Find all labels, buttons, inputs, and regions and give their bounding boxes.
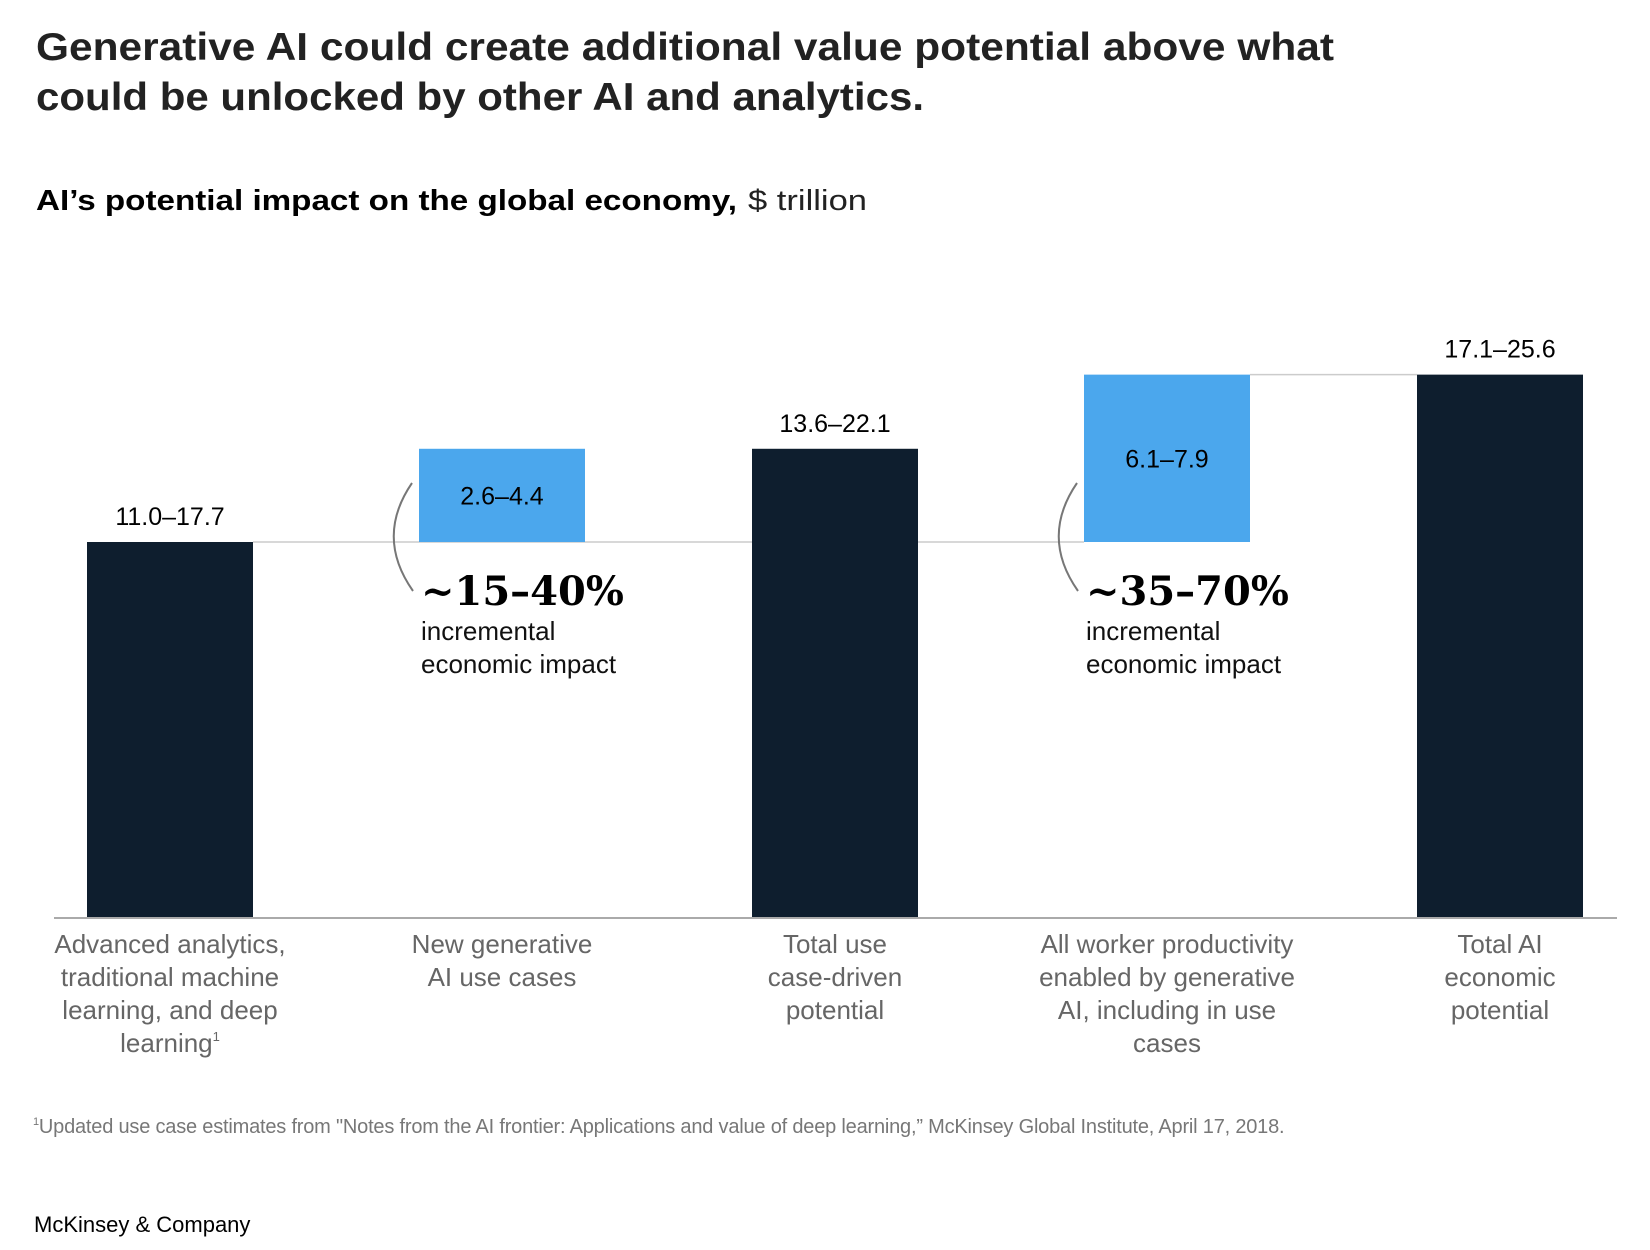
category-label: Total AI bbox=[1457, 929, 1542, 959]
footnote-text: Updated use case estimates from "Notes f… bbox=[38, 1116, 1285, 1138]
incremental-description: economic impact bbox=[1086, 649, 1282, 679]
category-labels: Advanced analytics,traditional machinele… bbox=[54, 929, 1555, 1058]
bracket-icon bbox=[392, 482, 414, 592]
category-label: economic bbox=[1444, 962, 1555, 992]
category-label: traditional machine bbox=[61, 962, 279, 992]
value-label: 2.6–4.4 bbox=[460, 482, 544, 510]
category-label: cases bbox=[1133, 1028, 1201, 1058]
value-labels: 11.0–17.7 2.6–4.4 13.6–22.1 6.1–7.9 17.1–25.… bbox=[115, 336, 1555, 531]
total-bar bbox=[752, 448, 918, 917]
value-label: 17.1–25.6 bbox=[1444, 336, 1555, 364]
category-label: learning1 bbox=[120, 1028, 220, 1058]
chart-title-line-2: could be unlocked by other AI and analyt… bbox=[36, 76, 924, 119]
category-label: case-driven bbox=[768, 962, 902, 992]
category-label: AI, including in use bbox=[1058, 995, 1276, 1025]
total-bar bbox=[1417, 374, 1583, 918]
connector-lines bbox=[253, 373, 1417, 543]
total-bar bbox=[87, 542, 253, 917]
chart-subtitle: AI’s potential impact on the global econ… bbox=[36, 185, 737, 217]
footnote-marker: 1 bbox=[213, 1029, 220, 1044]
incremental-percent: ~35–70% bbox=[1086, 568, 1289, 615]
category-label: potential bbox=[786, 995, 884, 1025]
chart-unit: $ trillion bbox=[748, 185, 867, 217]
waterfall-chart: 11.0–17.7 2.6–4.4 13.6–22.1 6.1–7.9 17.1–25.… bbox=[54, 336, 1617, 1058]
footnote-marker: 1 bbox=[33, 1116, 39, 1128]
value-label: 13.6–22.1 bbox=[779, 410, 890, 438]
value-label: 11.0–17.7 bbox=[115, 503, 224, 531]
incremental-description: economic impact bbox=[421, 649, 617, 679]
bars bbox=[87, 374, 1583, 918]
increment-bar bbox=[419, 448, 585, 542]
category-label: enabled by generative bbox=[1039, 962, 1295, 992]
chart-title-line-1: Generative AI could create additional va… bbox=[36, 26, 1334, 69]
category-label: Total use bbox=[783, 929, 887, 959]
incremental-percent: ~15–40% bbox=[421, 568, 624, 615]
category-label: All worker productivity bbox=[1041, 929, 1294, 959]
incremental-description: incremental bbox=[1086, 616, 1220, 646]
category-label: potential bbox=[1451, 995, 1549, 1025]
increment-bar bbox=[1084, 374, 1250, 542]
category-label: learning, and deep bbox=[62, 995, 277, 1025]
footnote: 1Updated use case estimates from "Notes … bbox=[33, 1116, 1285, 1139]
brand-logo: McKinsey & Company bbox=[34, 1212, 251, 1237]
value-label: 6.1–7.9 bbox=[1125, 445, 1208, 473]
header: Generative AI could create additional va… bbox=[36, 26, 1334, 217]
category-label: Advanced analytics, bbox=[54, 929, 285, 959]
bracket-icon bbox=[1057, 482, 1079, 592]
category-label: New generative bbox=[412, 929, 593, 959]
incremental-description: incremental bbox=[421, 616, 555, 646]
category-label: AI use cases bbox=[428, 962, 577, 992]
